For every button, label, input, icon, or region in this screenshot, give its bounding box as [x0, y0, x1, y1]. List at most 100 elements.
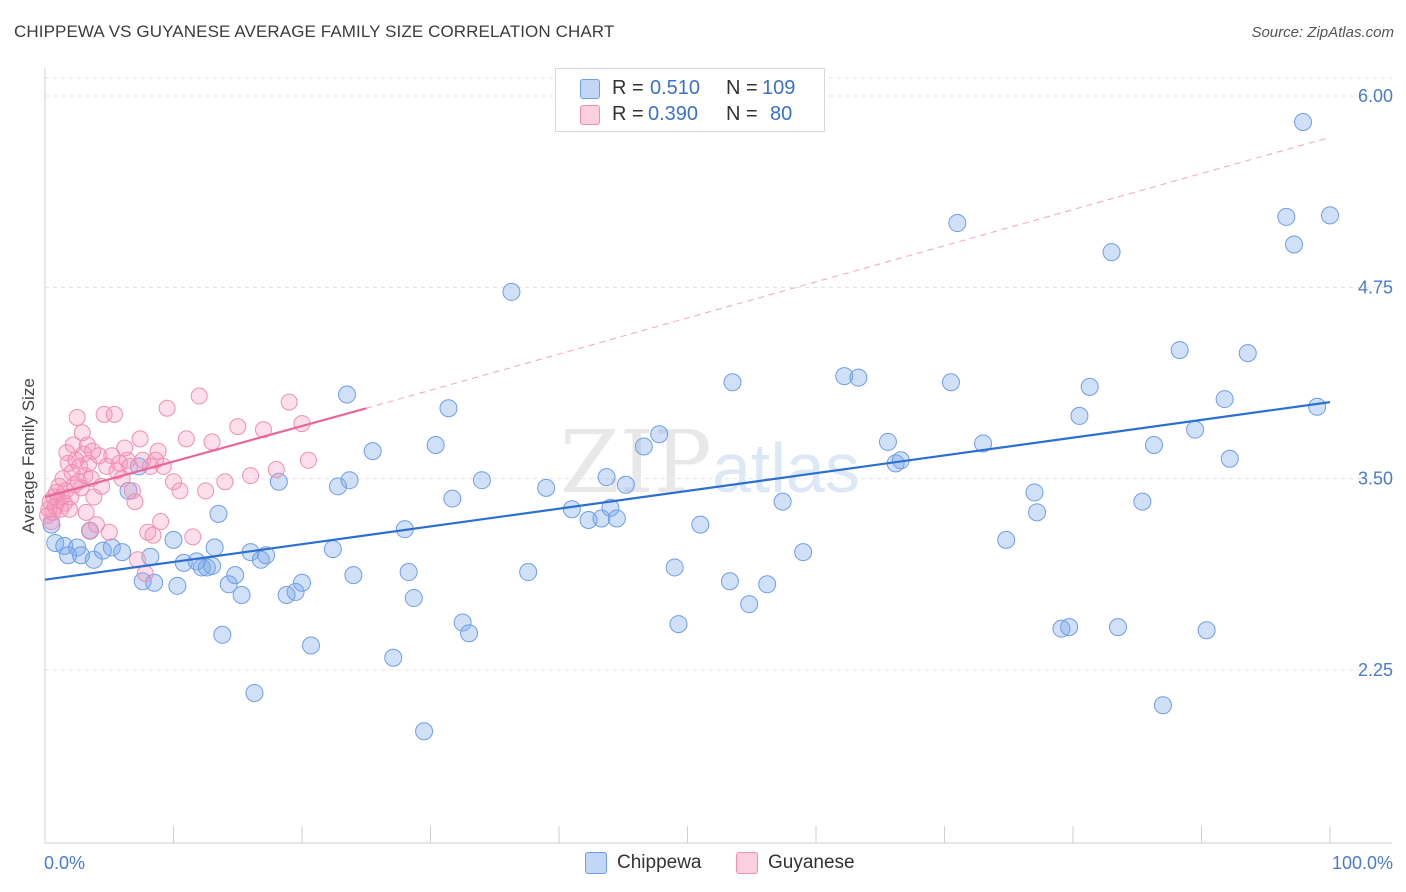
chippewa-point [1153, 696, 1172, 715]
chippewa-point [328, 477, 347, 496]
chippewa-point [257, 546, 276, 565]
chippewa-point [941, 373, 960, 392]
chippewa-point [723, 373, 742, 392]
guyanese-point [136, 565, 154, 583]
chippewa-point [773, 492, 792, 511]
chippewa-point [363, 442, 382, 461]
guyanese-point [165, 473, 182, 491]
axes [44, 68, 1392, 844]
guyanese-point [144, 526, 162, 544]
trend-lines [366, 136, 1331, 409]
data-points [39, 113, 1339, 741]
chippewa-point [720, 572, 739, 591]
chippewa-point [286, 582, 305, 601]
chippewa-point [337, 385, 356, 404]
chippewa-point [415, 722, 434, 741]
chippewa-point [997, 530, 1016, 549]
chippewa-point [203, 556, 222, 575]
chippewa-point [1052, 619, 1071, 638]
x-tick-label: 0.0% [44, 853, 85, 873]
chippewa-point [426, 435, 445, 454]
chippewa-point [1144, 435, 1163, 454]
guyanese-point [68, 408, 86, 426]
chippewa-legend-swatch [585, 852, 607, 874]
chippewa-point [740, 595, 759, 614]
guyanese-point [105, 405, 123, 423]
chippewa-point [878, 432, 897, 451]
r-value: 0.510 [650, 77, 701, 99]
chippewa-point [164, 530, 183, 549]
chippewa-point [209, 504, 228, 523]
grid-lines [45, 77, 1392, 671]
chippewa-point [113, 543, 132, 562]
chippewa-point [384, 648, 403, 667]
n-value: 109 [762, 77, 796, 99]
chippewa-point [174, 553, 193, 572]
guyanese-point [95, 405, 113, 423]
r-label: R = [612, 103, 644, 125]
y-tick-label: 3.50 [1358, 469, 1393, 489]
chippewa-point [579, 510, 598, 529]
guyanese-point [280, 393, 298, 411]
chippewa-point [562, 500, 581, 519]
chippewa-point [84, 550, 103, 569]
chippewa-point [219, 575, 238, 594]
guyanese-point [171, 482, 189, 500]
guyanese-swatch [580, 105, 600, 125]
chippewa-point [1102, 243, 1121, 262]
chippewa-point [245, 683, 264, 702]
chippewa-point [1170, 341, 1189, 360]
chippewa-point [213, 625, 232, 644]
r-value: 0.390 [648, 103, 699, 125]
chippewa-point [439, 399, 458, 418]
guyanese-point [299, 451, 317, 469]
guyanese-point [158, 399, 176, 417]
chippewa-point [1060, 618, 1079, 637]
chippewa-point [519, 563, 538, 582]
chippewa-point [691, 515, 710, 534]
chippewa-point [232, 585, 251, 604]
guyanese-point [184, 528, 202, 546]
chippewa-point [340, 471, 359, 490]
guyanese-point [98, 457, 116, 475]
n-label: N = [726, 103, 758, 125]
chippewa-point [1028, 503, 1047, 522]
chippewa-point [404, 589, 423, 608]
guyanese-point [123, 482, 141, 500]
n-label: N = [726, 77, 758, 99]
chippewa-point [1308, 397, 1327, 416]
guyanese-point [197, 482, 215, 500]
chippewa-point [1294, 113, 1313, 132]
y-tick-label: 2.25 [1358, 660, 1393, 680]
chippewa-point [168, 576, 187, 595]
chippewa-point [650, 425, 669, 444]
y-tick-label: 6.00 [1358, 86, 1393, 106]
chippewa-point [835, 367, 854, 386]
n-value: 80 [770, 103, 793, 125]
chippewa-point [1277, 207, 1296, 226]
chippewa-point [758, 575, 777, 594]
chippewa-legend-label: Chippewa [617, 852, 702, 873]
chippewa-point [102, 538, 121, 557]
chippewa-point [1080, 377, 1099, 396]
guyanese-point [152, 513, 170, 531]
chippewa-point [1285, 235, 1304, 254]
guyanese-point [131, 430, 149, 448]
chippewa-point [399, 563, 418, 582]
chippewa-point [601, 498, 620, 517]
guyanese-point [203, 433, 221, 451]
chippewa-point [472, 471, 491, 490]
guyanese-point [267, 460, 285, 478]
correlation-legend: R = 0.510 N = 109 R = 0.390 N = 80 [555, 68, 825, 132]
x-tick-label: 100.0% [1332, 853, 1393, 873]
chippewa-point [502, 282, 521, 301]
guyanese-point [229, 418, 247, 436]
chippewa-point [344, 566, 363, 585]
guyanese-legend-label: Guyanese [768, 852, 855, 873]
chippewa-point [537, 478, 556, 497]
chippewa-point [55, 537, 74, 556]
chippewa-point [607, 509, 626, 528]
guyanese-legend-swatch [736, 852, 758, 874]
chippewa-point [1321, 206, 1339, 225]
